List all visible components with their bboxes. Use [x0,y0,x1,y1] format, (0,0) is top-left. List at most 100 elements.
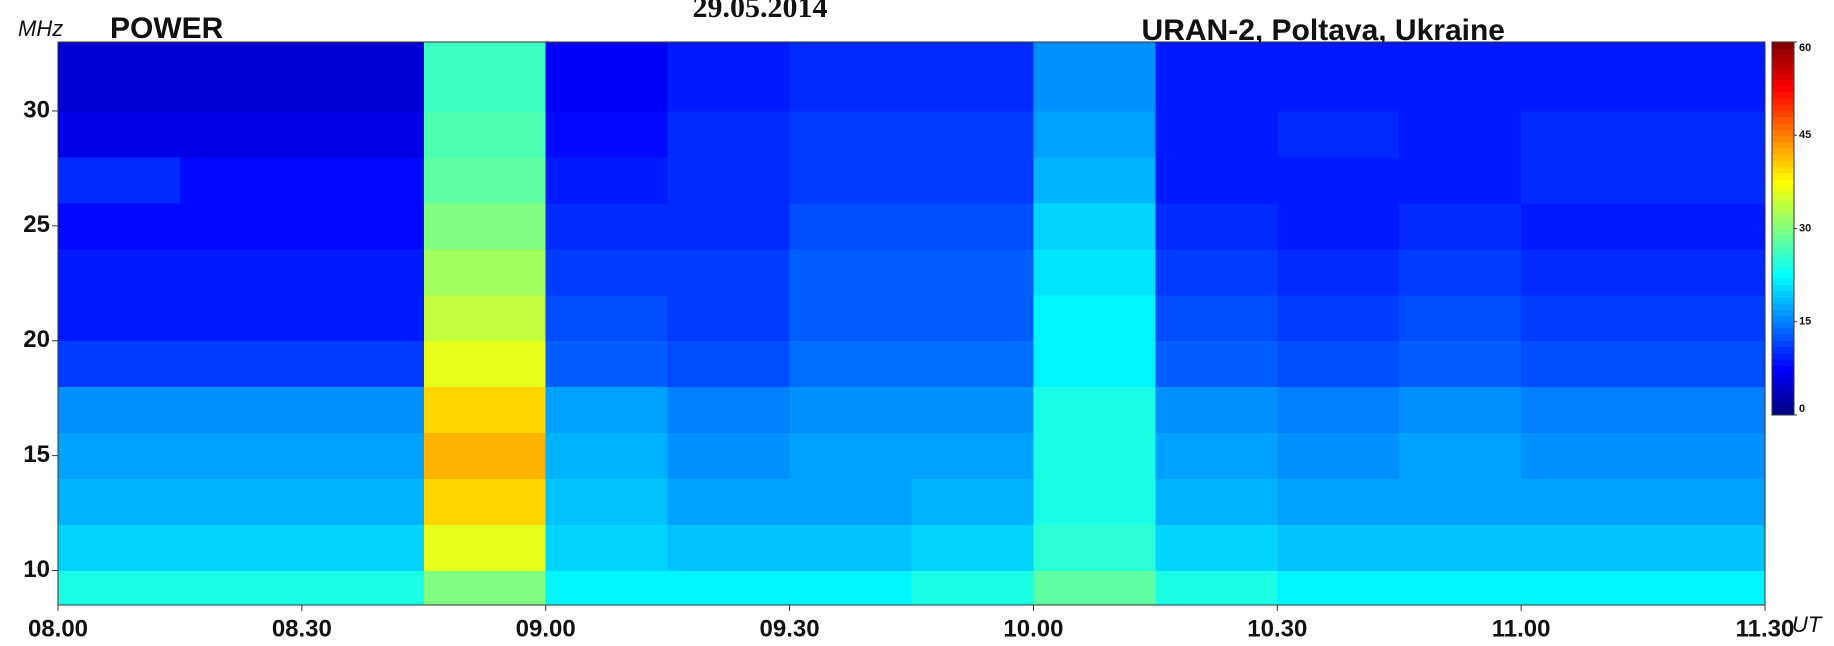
heatmap-cell [1155,524,1278,572]
colorbar-segment [1772,79,1794,87]
heatmap-cell [423,524,547,572]
x-tick-label: 11.30 [1736,615,1795,642]
colorbar-segment [1772,166,1794,174]
heatmap-cell [1155,156,1278,204]
heatmap-cell [1277,524,1400,572]
heatmap-cell [1399,432,1522,480]
heatmap-cell [1643,42,1766,112]
heatmap-cell [423,42,547,112]
colorbar-segment [1772,352,1794,360]
heatmap-cell [1399,42,1522,112]
heatmap-cell [58,386,181,434]
colorbar-segment [1772,184,1794,192]
heatmap-cell [179,42,303,112]
colorbar-segment [1772,340,1794,348]
heatmap-cell [58,570,181,606]
heatmap-cell [1643,202,1766,250]
heatmap-cell [1521,248,1644,296]
colorbar-segment [1772,371,1794,379]
x-tick-label: 08.00 [28,615,88,642]
chart-subtitle: POWER [110,12,224,45]
heatmap-cell [1277,478,1400,526]
y-axis-label: MHz [18,16,63,41]
heatmap-cell [179,386,303,434]
heatmap-cell [1277,432,1400,480]
colorbar-segment [1772,116,1794,124]
heatmap-cell [301,524,425,572]
heatmap-cell [58,340,181,388]
x-tick-label: 10.30 [1247,615,1307,642]
heatmap-cell [1399,478,1522,526]
colorbar-segment [1772,272,1794,279]
heatmap-cell [545,478,669,526]
heatmap-cell [301,248,425,296]
colorbar-tick-label: 0 [1799,403,1805,415]
colorbar-segment [1772,296,1794,304]
heatmap-cell [667,386,791,434]
colorbar-segment [1772,147,1794,155]
heatmap-cell [789,570,912,606]
heatmap-cell [301,42,425,112]
heatmap-cell [1155,340,1278,388]
heatmap-cell [789,248,912,296]
heatmap-cell [667,156,791,204]
heatmap-cell [1155,478,1278,526]
heatmap-cell [667,524,791,572]
colorbar-segment [1772,110,1794,118]
heatmap-cell [911,524,1034,572]
heatmap-cell [301,432,425,480]
colorbar-segment [1772,402,1794,410]
heatmap-cell [179,110,303,158]
colorbar-segment [1772,54,1794,62]
heatmap-cell [1155,110,1278,158]
heatmap-cell [1033,294,1156,342]
x-tick-label: 09.30 [760,615,820,642]
heatmap-cell [179,340,303,388]
colorbar-segment [1772,315,1794,323]
colorbar-segment [1772,141,1794,149]
heatmap-cell [911,432,1034,480]
heatmap-cell [1399,570,1522,606]
heatmap-cell [179,432,303,480]
colorbar-tick-label: 45 [1799,129,1811,141]
heatmap-cell [1033,248,1156,296]
heatmap-cell [1643,570,1766,606]
heatmap-cell [911,340,1034,388]
y-tick-label: 30 [23,96,50,123]
heatmap-cell [911,42,1034,112]
heatmap-cell [1155,386,1278,434]
x-tick-label: 10.00 [1003,615,1063,642]
colorbar-segment [1772,97,1794,105]
heatmap-cell [58,248,181,296]
heatmap-cell [179,248,303,296]
colorbar-segment [1772,48,1794,55]
heatmap-cell [423,202,547,250]
heatmap-cell [911,202,1034,250]
heatmap-cell [1643,340,1766,388]
heatmap-cell [1399,110,1522,158]
heatmap-cell [545,340,669,388]
heatmap-cell [545,248,669,296]
colorbar-segment [1772,153,1794,161]
colorbar-tick-label: 60 [1799,42,1811,54]
heatmap-cell [545,386,669,434]
heatmap-cell [667,110,791,158]
colorbar-segment [1772,346,1794,354]
heatmap-cell [1033,570,1156,606]
heatmap-cell [1033,432,1156,480]
heatmap-cell [789,42,912,112]
heatmap-cell [667,340,791,388]
colorbar-segment [1772,104,1794,111]
heatmap-cell [58,42,181,112]
colorbar-segment [1772,191,1794,198]
heatmap-cell [1521,570,1644,606]
heatmap-cell [301,110,425,158]
heatmap-cell [1521,156,1644,204]
colorbar-segment [1772,42,1794,49]
heatmap-cell [1399,156,1522,204]
heatmap-cell [1521,202,1644,250]
heatmap-cell [58,478,181,526]
heatmap-cell [667,570,791,606]
heatmap-cell [1155,42,1278,112]
heatmap-cell [1277,110,1400,158]
